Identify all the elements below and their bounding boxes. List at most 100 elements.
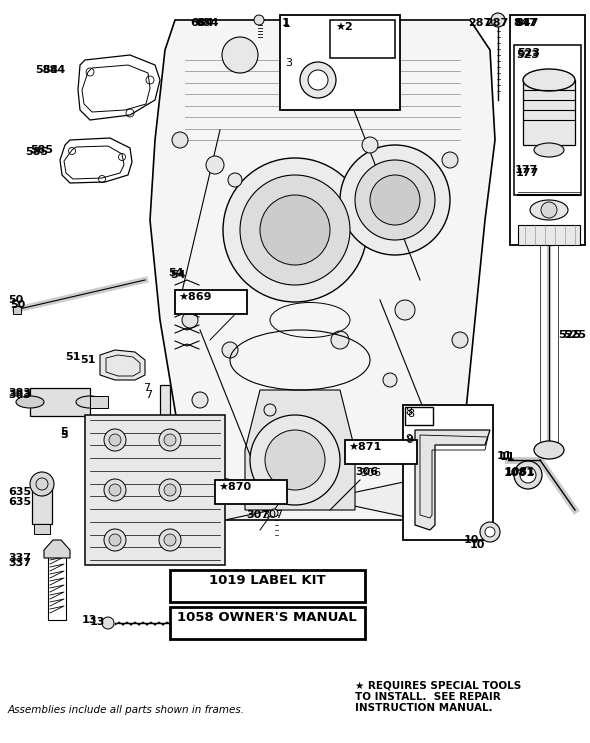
Circle shape [223,158,367,302]
Bar [518,225,580,245]
Circle shape [164,534,176,546]
Circle shape [442,152,458,168]
Text: 1058 OWNER'S MANUAL: 1058 OWNER'S MANUAL [177,611,357,624]
Text: 847: 847 [515,18,538,28]
Circle shape [340,145,450,255]
Circle shape [102,617,114,629]
Circle shape [315,35,345,65]
Bar [514,45,581,195]
Text: 684: 684 [190,18,214,28]
Text: 5: 5 [60,427,68,437]
Text: ★869: ★869 [178,292,211,302]
Circle shape [447,422,463,438]
Text: 287: 287 [468,18,491,28]
Circle shape [370,175,420,225]
Text: 177: 177 [515,165,538,175]
Text: 525: 525 [558,330,581,340]
Bar [170,570,365,602]
Circle shape [254,15,264,25]
Text: 10: 10 [464,535,479,545]
Circle shape [164,484,176,496]
Circle shape [104,479,126,501]
Text: 1019 LABEL KIT: 1019 LABEL KIT [209,574,325,587]
Bar [405,407,433,425]
Circle shape [270,509,278,517]
Text: 635: 635 [8,497,31,507]
Text: 11: 11 [497,451,513,461]
Circle shape [300,62,336,98]
Text: ★ REQUIRES SPECIAL TOOLS
TO INSTALL.  SEE REPAIR
INSTRUCTION MANUAL.: ★ REQUIRES SPECIAL TOOLS TO INSTALL. SEE… [355,680,521,713]
Text: 585: 585 [25,147,48,157]
Text: 523: 523 [517,48,540,58]
Polygon shape [415,430,490,530]
Bar [345,440,417,464]
Bar [32,486,52,524]
Circle shape [182,312,198,328]
Text: 525: 525 [563,330,586,340]
Circle shape [452,332,468,348]
Circle shape [240,175,350,285]
Polygon shape [150,20,495,520]
Text: 1081: 1081 [505,467,536,477]
Text: 177: 177 [516,168,539,178]
Ellipse shape [534,143,564,157]
Bar [85,415,225,565]
Ellipse shape [76,396,104,408]
Circle shape [355,160,435,240]
Bar [403,405,493,540]
Text: ★2: ★2 [335,22,353,32]
Text: 51: 51 [80,355,96,365]
Ellipse shape [534,441,564,459]
Text: 50: 50 [10,300,25,310]
Circle shape [30,472,54,496]
Circle shape [395,300,415,320]
Circle shape [541,202,557,218]
Circle shape [260,195,330,265]
Circle shape [331,331,349,349]
Text: 287: 287 [485,18,508,28]
Text: 337: 337 [8,558,31,568]
Polygon shape [245,390,355,510]
Text: 5: 5 [60,430,68,440]
Bar [215,480,287,504]
Circle shape [250,415,340,505]
Text: 306: 306 [360,468,381,478]
Circle shape [308,70,328,90]
Text: 9: 9 [406,435,413,445]
Circle shape [362,137,378,153]
Bar [280,15,400,110]
Text: 1: 1 [282,18,290,28]
Bar [175,290,247,314]
Text: 584: 584 [42,65,65,75]
Circle shape [514,461,542,489]
Polygon shape [100,350,145,380]
Circle shape [164,434,176,446]
Bar [48,550,66,620]
Circle shape [222,342,238,358]
Circle shape [485,527,495,537]
Bar [510,15,585,245]
Circle shape [159,479,181,501]
Text: 54: 54 [170,270,185,280]
Text: 337: 337 [8,553,31,563]
Ellipse shape [523,69,575,91]
Bar [34,524,50,534]
Bar [160,385,170,495]
Text: 306: 306 [355,467,378,477]
Text: 1: 1 [283,17,291,30]
Text: 13: 13 [90,617,106,627]
Ellipse shape [530,200,568,220]
Bar [170,607,365,639]
Ellipse shape [16,396,44,408]
Bar [30,388,90,416]
Text: 635: 635 [8,487,31,497]
Polygon shape [44,540,70,558]
Circle shape [104,529,126,551]
Text: 307: 307 [246,510,269,520]
Text: 847: 847 [513,18,536,28]
Bar [330,20,395,58]
Text: 307: 307 [262,510,283,520]
Bar [523,80,575,145]
Circle shape [104,429,126,451]
Text: 8: 8 [407,409,414,419]
